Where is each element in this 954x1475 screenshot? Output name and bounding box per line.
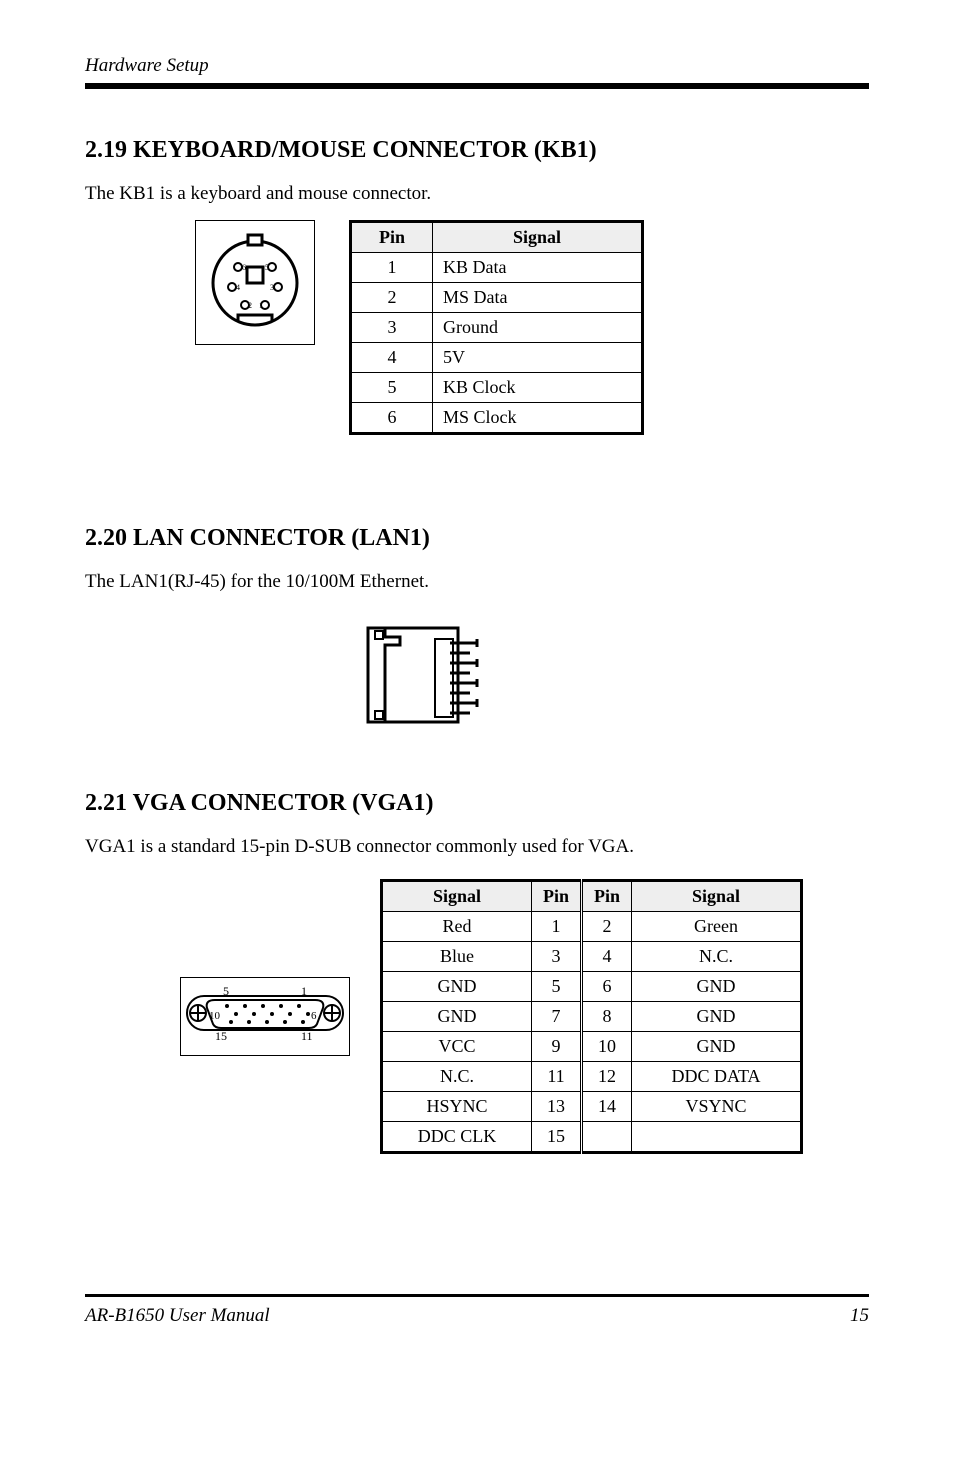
table-row: 2MS Data	[351, 283, 643, 313]
table-row: GND56GND	[382, 971, 802, 1001]
col-header: Signal	[382, 880, 532, 911]
svg-text:5: 5	[223, 984, 229, 998]
section-lan: 2.20 LAN CONNECTOR (LAN1) The LAN1(RJ-45…	[85, 525, 869, 729]
table-row: 5KB Clock	[351, 373, 643, 403]
svg-text:6: 6	[311, 1010, 317, 1022]
col-header: Signal	[433, 222, 643, 253]
svg-text:15: 15	[215, 1029, 227, 1043]
section-heading: 2.21 VGA CONNECTOR (VGA1)	[85, 790, 869, 817]
minidin-diagram: 1 2 3 4 5 6	[195, 220, 315, 345]
col-header: Signal	[632, 880, 802, 911]
section-intro: The KB1 is a keyboard and mouse connecto…	[85, 182, 869, 206]
col-header: Pin	[351, 222, 433, 253]
dsub15-icon: 5 1 10 6 15 11	[185, 984, 345, 1044]
table-header-row: Signal Pin Pin Signal	[382, 880, 802, 911]
svg-text:4: 4	[236, 283, 240, 292]
top-rule	[85, 83, 869, 89]
table-row: 45V	[351, 343, 643, 373]
page-footer: AR-B1650 User Manual 15	[85, 1294, 869, 1327]
table-row: Blue34N.C.	[382, 941, 802, 971]
table-row: 1KB Data	[351, 253, 643, 283]
vga-row: 5 1 10 6 15 11 Signal Pin Pin Signal Red…	[180, 879, 869, 1154]
footer-page-number: 15	[850, 1305, 869, 1327]
table-row: 3Ground	[351, 313, 643, 343]
svg-text:6: 6	[242, 263, 246, 272]
svg-text:2: 2	[248, 301, 252, 310]
section-heading: 2.19 KEYBOARD/MOUSE CONNECTOR (KB1)	[85, 137, 869, 164]
page: Hardware Setup 2.19 KEYBOARD/MOUSE CONNE…	[0, 0, 954, 1367]
section-vga: 2.21 VGA CONNECTOR (VGA1) VGA1 is a stan…	[85, 790, 869, 1154]
rj45-diagram	[365, 625, 869, 730]
kbms-pin-table: Pin Signal 1KB Data 2MS Data 3Ground 45V…	[349, 220, 644, 435]
table-row: GND78GND	[382, 1001, 802, 1031]
section-heading: 2.20 LAN CONNECTOR (LAN1)	[85, 525, 869, 552]
table-row: DDC CLK15	[382, 1121, 802, 1152]
running-head: Hardware Setup	[85, 55, 869, 77]
svg-text:11: 11	[301, 1029, 313, 1043]
dsub15-diagram: 5 1 10 6 15 11	[180, 977, 350, 1056]
vga-pin-table: Signal Pin Pin Signal Red12Green Blue34N…	[380, 879, 803, 1154]
table-row: Red12Green	[382, 911, 802, 941]
rj45-icon	[365, 625, 485, 725]
table-row: HSYNC1314VSYNC	[382, 1091, 802, 1121]
table-row: 6MS Clock	[351, 403, 643, 434]
minidin-icon: 1 2 3 4 5 6	[200, 225, 310, 335]
section-intro: The LAN1(RJ-45) for the 10/100M Ethernet…	[85, 570, 869, 594]
table-row: N.C.1112DDC DATA	[382, 1061, 802, 1091]
svg-text:1: 1	[259, 301, 263, 310]
col-header: Pin	[582, 880, 632, 911]
svg-text:10: 10	[209, 1010, 221, 1022]
svg-text:5: 5	[265, 263, 269, 272]
col-header: Pin	[532, 880, 582, 911]
table-row: VCC910GND	[382, 1031, 802, 1061]
svg-text:3: 3	[270, 283, 274, 292]
footer-rule	[85, 1294, 869, 1297]
svg-text:1: 1	[301, 984, 307, 998]
section-kbms: 2.19 KEYBOARD/MOUSE CONNECTOR (KB1) The …	[85, 137, 869, 435]
kbms-row: 1 2 3 4 5 6 Pin Signal 1KB Data 2MS Data…	[195, 220, 869, 435]
footer-title: AR-B1650 User Manual	[85, 1305, 270, 1327]
section-intro: VGA1 is a standard 15-pin D-SUB connecto…	[85, 835, 869, 859]
table-header-row: Pin Signal	[351, 222, 643, 253]
